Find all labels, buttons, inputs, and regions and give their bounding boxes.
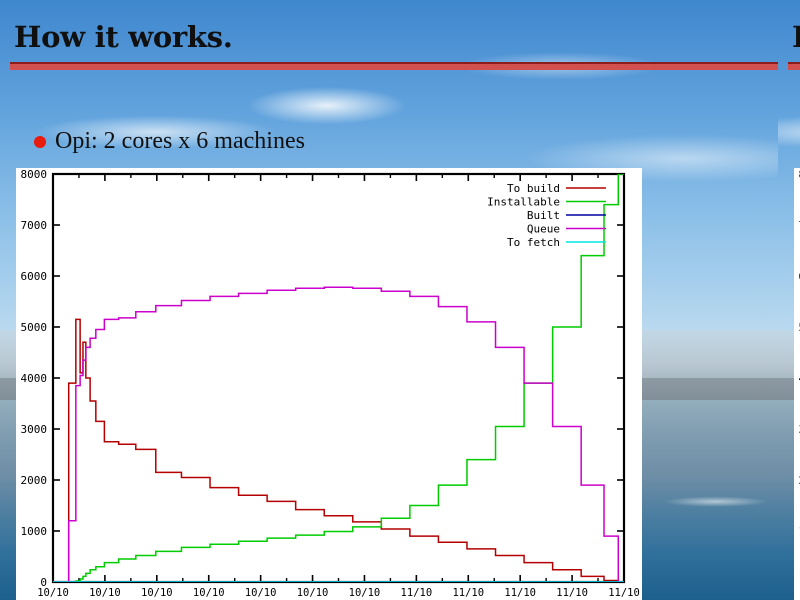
svg-text:3000: 3000 [21,423,48,436]
svg-text:11/10: 11/10 [556,587,588,599]
svg-text:6000: 6000 [21,270,48,283]
svg-text:11/10: 11/10 [452,587,484,599]
svg-text:5000: 5000 [799,321,800,334]
title-rule-main [10,64,778,70]
title-rule-top [10,62,778,64]
svg-text:8000: 8000 [799,168,800,181]
svg-text:11/10: 11/10 [401,587,433,599]
svg-text:1000: 1000 [21,525,48,538]
bullet-dot-icon [34,135,46,148]
svg-text:10/10: 10/10 [141,587,173,599]
svg-text:8000: 8000 [21,168,48,181]
svg-text:10/10: 10/10 [89,587,121,599]
svg-text:10/10: 10/10 [193,587,225,599]
svg-text:2000: 2000 [21,474,48,487]
svg-text:10/10: 10/10 [37,587,69,599]
title-rule [10,62,778,71]
slide-title: How it works. [14,20,233,54]
bullet-item: Opi: 2 cores x 6 machines [34,128,305,155]
bullet-item-label: Opi: 2 cores x 6 machines [55,128,305,154]
build-progress-chart-slide-2[interactable]: 01000200030004000500060007000800010/1010… [794,168,800,600]
svg-text:5000: 5000 [21,321,48,334]
svg-text:Built: Built [527,209,560,222]
slide-2-title: H [792,20,800,54]
slide-1[interactable]: How it works. Opi: 2 cores x 6 machines … [0,0,778,600]
svg-text:7000: 7000 [21,219,48,232]
svg-text:4000: 4000 [799,372,800,385]
svg-text:To build: To build [507,182,560,195]
svg-text:6000: 6000 [799,270,800,283]
svg-text:2000: 2000 [799,474,800,487]
svg-text:To fetch: To fetch [507,236,560,249]
svg-text:11/10: 11/10 [608,587,640,599]
svg-text:4000: 4000 [21,372,48,385]
slide-2-title-rule-main [788,64,800,70]
svg-text:Installable: Installable [487,196,560,209]
svg-text:1000: 1000 [799,525,800,538]
build-progress-chart[interactable]: 0 1000 2000 3000 4000 5000 6000 7000 8000 10/10 10… [16,168,642,600]
slide-2-title-rule-top [788,62,800,64]
chart-canvas-2: 01000200030004000500060007000800010/1010… [794,168,800,600]
slide-2-title-rule [788,62,800,71]
svg-text:11/10: 11/10 [504,587,536,599]
svg-text:0: 0 [40,576,47,589]
svg-text:3000: 3000 [799,423,800,436]
svg-text:Queue: Queue [527,223,560,236]
chart-canvas: 0 1000 2000 3000 4000 5000 6000 7000 8000 10/10 10… [16,168,642,600]
svg-text:10/10: 10/10 [297,587,329,599]
svg-text:7000: 7000 [799,219,800,232]
svg-text:10/10: 10/10 [349,587,381,599]
svg-text:10/10: 10/10 [245,587,277,599]
